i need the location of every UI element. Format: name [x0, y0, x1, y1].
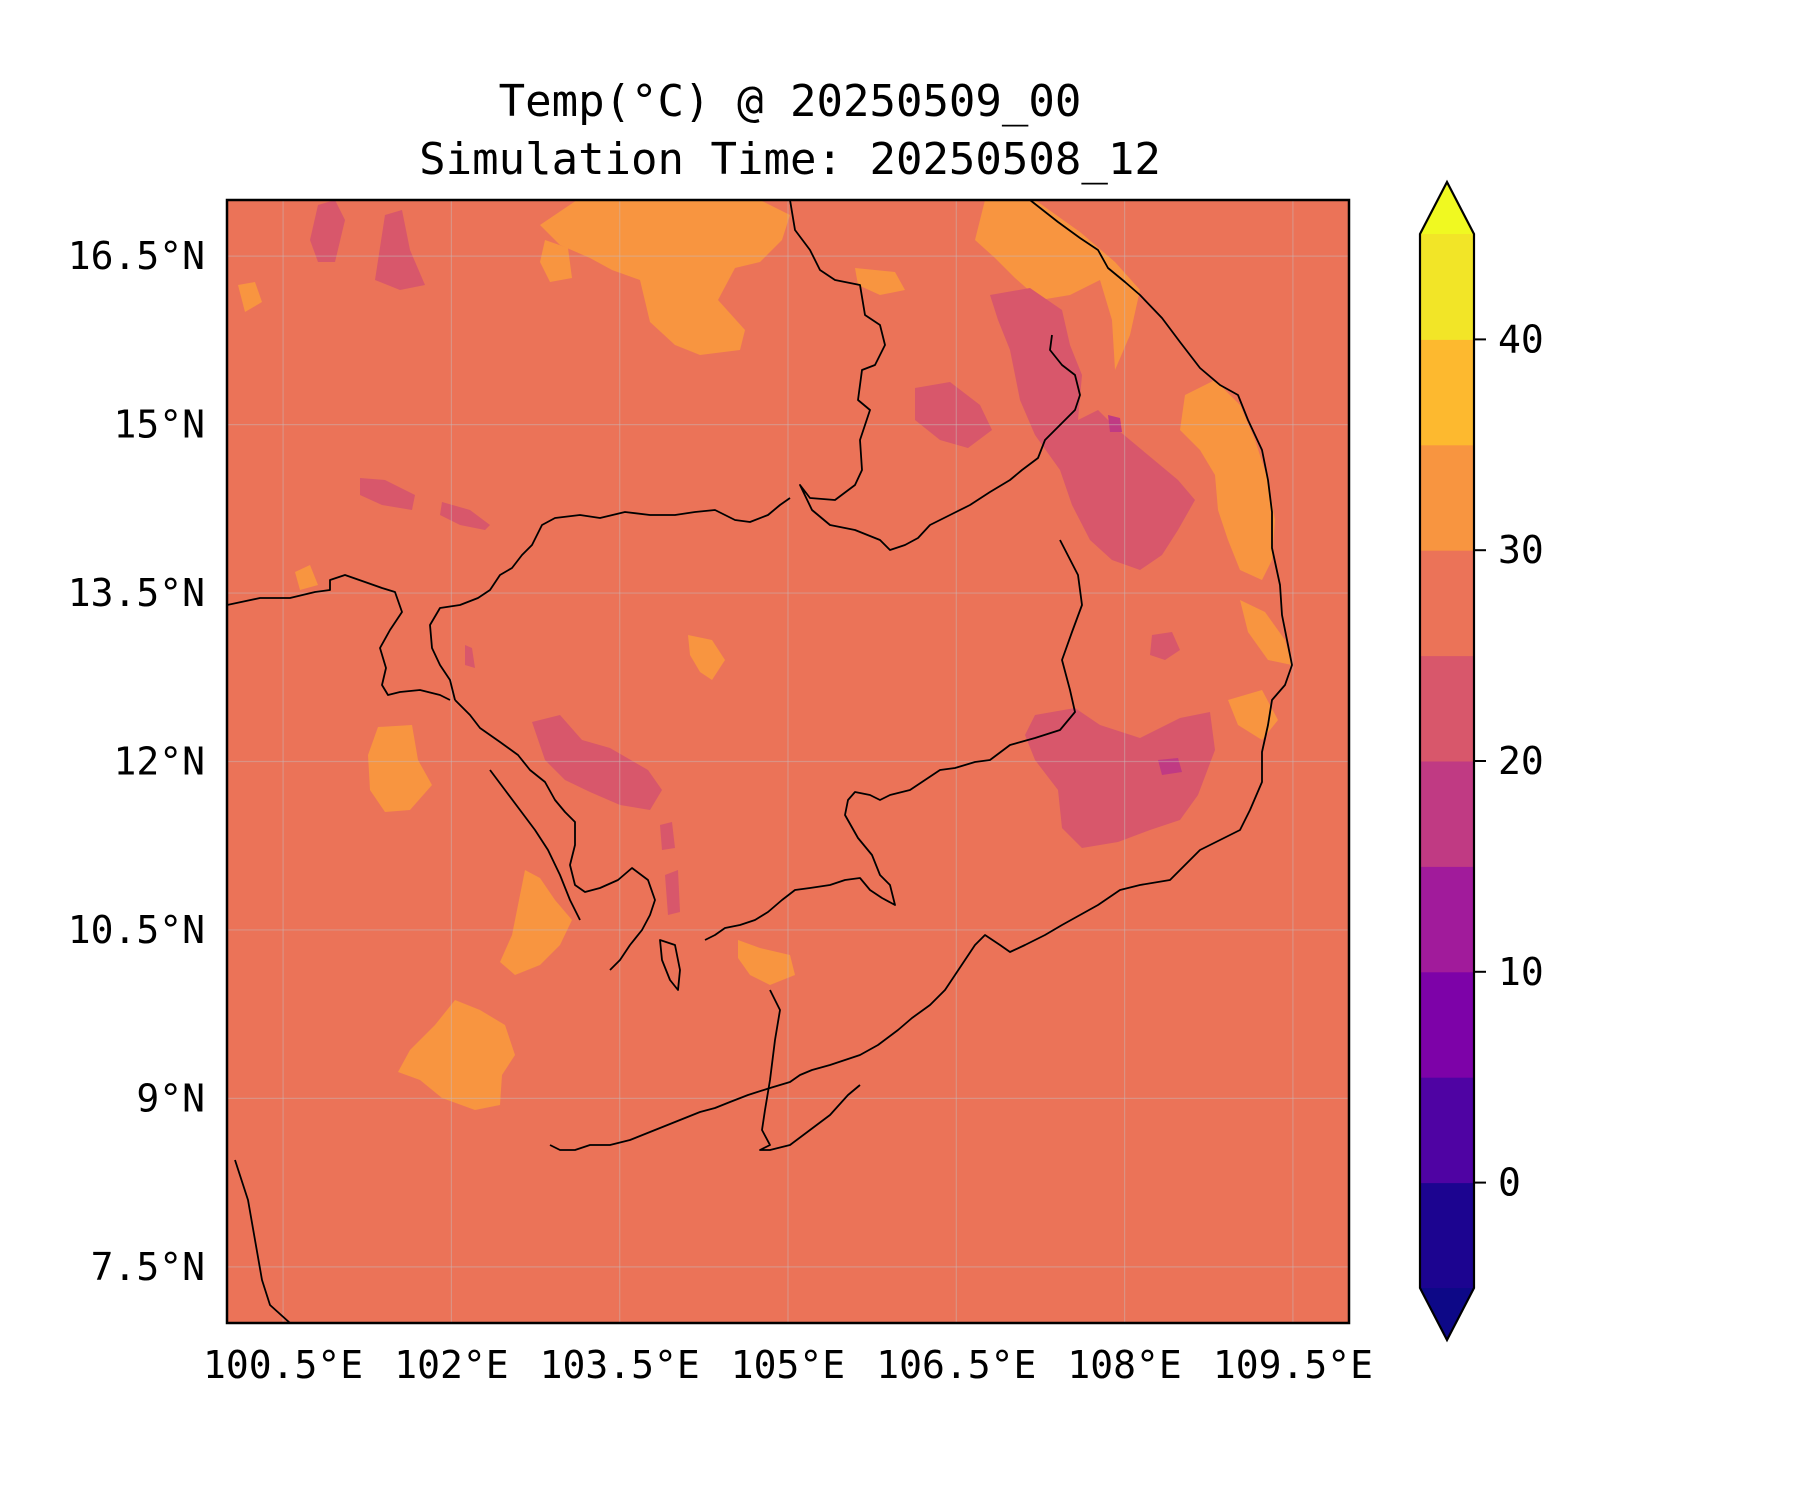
lat-tick-label: 9°N — [136, 1076, 205, 1120]
cool-patch — [360, 478, 415, 510]
map-title: Temp(°C) @ 20250509_00 — [498, 76, 1082, 127]
cool-patch — [915, 382, 992, 448]
latitude-tick-labels: 16.5°N 15°N 13.5°N 12°N 10.5°N 9°N 7.5°N — [68, 234, 205, 1289]
colorbar-segment — [1420, 761, 1474, 867]
colorbar-segment — [1420, 866, 1474, 973]
lat-tick-label: 7.5°N — [91, 1245, 205, 1289]
warm-patch — [1228, 690, 1278, 740]
lon-tick-label: 103.5°E — [540, 1343, 700, 1387]
lat-tick-label: 13.5°N — [68, 571, 205, 615]
cool-patch — [440, 502, 490, 530]
warm-patch — [295, 565, 318, 590]
cool-patch — [375, 210, 425, 290]
warm-patch — [540, 240, 572, 282]
colder-spot — [1158, 758, 1182, 775]
lon-tick-label: 100.5°E — [203, 1343, 363, 1387]
colorbar-segment — [1420, 234, 1474, 340]
grid-lines — [227, 200, 1349, 1323]
cool-patch — [665, 870, 680, 915]
cool-patch — [310, 200, 345, 262]
lat-tick-label: 12°N — [113, 740, 205, 784]
cambodia-southern-border — [704, 539, 1083, 941]
lat-tick-label: 16.5°N — [68, 234, 205, 278]
lon-tick-label: 109.5°E — [1213, 1343, 1373, 1387]
map-subtitle: Simulation Time: 20250508_12 — [419, 134, 1161, 185]
cool-patch — [660, 822, 675, 850]
warm-patch — [500, 870, 572, 975]
colder-spots — [1108, 415, 1182, 775]
mekong-delta — [759, 989, 861, 1151]
warm-patch — [368, 725, 432, 812]
colorbar-segment — [1420, 655, 1474, 762]
colorbar: 0 10 20 30 40 — [1418, 179, 1544, 1343]
colorbar-segment — [1420, 339, 1474, 446]
warm-patch — [238, 282, 262, 312]
colorbar-segment — [1420, 1182, 1474, 1289]
cool-patch — [465, 645, 475, 668]
longitude-tick-labels: 100.5°E 102°E 103.5°E 105°E 106.5°E 108°E 109.… — [203, 1343, 1373, 1387]
map-frame — [225, 198, 1351, 1325]
cool-patch — [532, 715, 662, 810]
coastlines-and-borders — [227, 200, 1293, 1323]
lon-tick-label: 108°E — [1067, 1343, 1181, 1387]
warm-patch — [398, 1000, 515, 1110]
lon-tick-label: 105°E — [731, 1343, 845, 1387]
colorbar-tick-label: 30 — [1498, 528, 1544, 572]
cool-patch — [1150, 632, 1180, 660]
colder-spot — [1108, 415, 1122, 432]
warm-patch — [688, 635, 725, 680]
colorbar-outline — [1418, 179, 1476, 1343]
phu-quoc-island — [659, 939, 681, 991]
warm-patch — [1180, 380, 1275, 580]
thailand-gulf-coast — [454, 699, 656, 971]
vietnam-coastline — [549, 200, 1293, 1151]
warm-patch — [540, 200, 790, 355]
colorbar-tick-label: 0 — [1498, 1161, 1521, 1205]
thailand-coastline — [489, 769, 581, 921]
colorbar-segment — [1420, 971, 1474, 1078]
warm-patch — [975, 200, 1140, 370]
cool-patch — [990, 288, 1195, 570]
lon-tick-label: 102°E — [394, 1343, 508, 1387]
lat-tick-label: 10.5°N — [68, 908, 205, 952]
colorbar-segment — [1420, 550, 1474, 657]
cambodia-western-border — [429, 497, 791, 701]
cambodia-border — [789, 200, 1081, 551]
lon-tick-label: 106.5°E — [876, 1343, 1036, 1387]
colorbar-extend-max — [1420, 182, 1474, 234]
warm-patch — [738, 940, 795, 985]
thailand-border — [227, 574, 451, 701]
colorbar-segment — [1420, 1077, 1474, 1184]
colorbar-segment — [1420, 444, 1474, 551]
warm-patch — [855, 268, 905, 295]
warm-patches — [238, 200, 1292, 1110]
colorbar-tick-label: 40 — [1498, 317, 1544, 361]
lat-tick-label: 15°N — [113, 403, 205, 447]
warm-patch — [1240, 600, 1292, 665]
malay-coastline — [234, 1159, 291, 1323]
colorbar-extend-min — [1420, 1288, 1474, 1340]
colorbar-tick-label: 10 — [1498, 950, 1544, 994]
cool-patch — [1025, 708, 1215, 848]
colorbar-tick-label: 20 — [1498, 739, 1544, 783]
temperature-field — [227, 200, 1349, 1323]
cool-patches — [310, 200, 1215, 915]
